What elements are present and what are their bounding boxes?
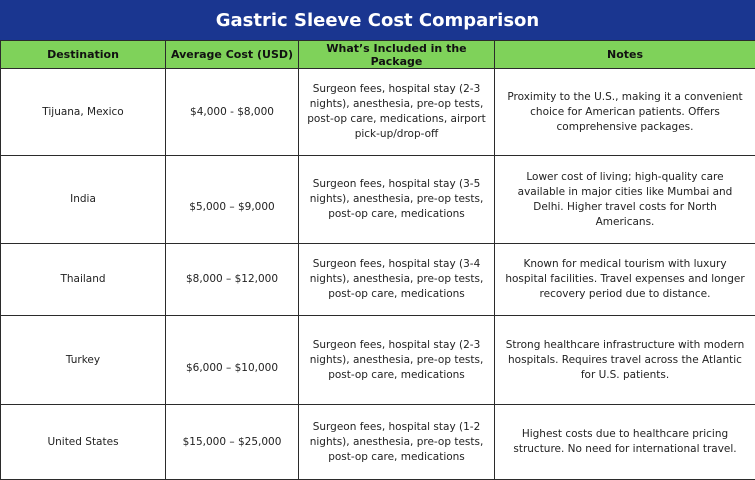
cell-included: Surgeon fees, hospital stay (2-3 nights)… (299, 69, 495, 156)
cell-destination: Thailand (1, 244, 166, 316)
cell-destination: India (1, 156, 166, 244)
table-row: Thailand $8,000 – $12,000 Surgeon fees, … (1, 244, 755, 316)
cell-included: Surgeon fees, hospital stay (3-4 nights)… (299, 244, 495, 316)
cell-cost: $5,000 – $9,000 (166, 156, 299, 244)
header-average-cost: Average Cost (USD) (166, 41, 299, 69)
table-title: Gastric Sleeve Cost Comparison (0, 0, 755, 40)
table-row: India $5,000 – $9,000 Surgeon fees, hosp… (1, 156, 755, 244)
cell-destination: Turkey (1, 316, 166, 405)
cell-notes: Highest costs due to healthcare pricing … (495, 405, 755, 480)
header-destination: Destination (1, 41, 166, 69)
cell-included: Surgeon fees, hospital stay (2-3 nights)… (299, 316, 495, 405)
table-row: Turkey $6,000 – $10,000 Surgeon fees, ho… (1, 316, 755, 405)
table-row: United States $15,000 – $25,000 Surgeon … (1, 405, 755, 480)
table-row: Tijuana, Mexico $4,000 - $8,000 Surgeon … (1, 69, 755, 156)
header-whats-included: What’s Included in the Package (299, 41, 495, 69)
cell-notes: Proximity to the U.S., making it a conve… (495, 69, 755, 156)
cell-cost: $4,000 - $8,000 (166, 69, 299, 156)
cell-notes: Strong healthcare infrastructure with mo… (495, 316, 755, 405)
cell-notes: Known for medical tourism with luxury ho… (495, 244, 755, 316)
cell-cost: $15,000 – $25,000 (166, 405, 299, 480)
cost-comparison-table: Destination Average Cost (USD) What’s In… (0, 40, 755, 480)
cell-included: Surgeon fees, hospital stay (1-2 nights)… (299, 405, 495, 480)
cell-cost: $6,000 – $10,000 (166, 316, 299, 405)
cell-cost: $8,000 – $12,000 (166, 244, 299, 316)
cell-included: Surgeon fees, hospital stay (3-5 nights)… (299, 156, 495, 244)
cell-destination: Tijuana, Mexico (1, 69, 166, 156)
cell-destination: United States (1, 405, 166, 480)
header-notes: Notes (495, 41, 755, 69)
header-row: Destination Average Cost (USD) What’s In… (1, 41, 755, 69)
cell-notes: Lower cost of living; high-quality care … (495, 156, 755, 244)
cost-comparison-table-container: Gastric Sleeve Cost Comparison Destinati… (0, 0, 755, 450)
